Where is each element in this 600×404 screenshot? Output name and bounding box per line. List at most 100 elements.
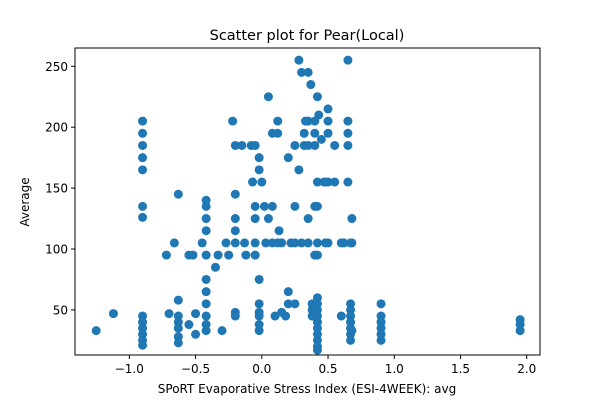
scatter-point — [299, 128, 309, 138]
scatter-point — [290, 238, 300, 248]
scatter-point — [230, 311, 240, 321]
scatter-point — [343, 177, 353, 187]
scatter-point — [343, 55, 353, 65]
scatter-point — [330, 177, 340, 187]
scatter-point — [316, 134, 326, 144]
x-axis-label: SPoRT Evaporative Stress Index (ESI-4WEE… — [158, 382, 456, 396]
scatter-point — [303, 140, 313, 150]
scatter-point — [303, 116, 313, 126]
scatter-point — [230, 140, 240, 150]
scatter-point — [138, 212, 148, 222]
y-tick-label: 250 — [45, 60, 68, 74]
scatter-point — [213, 250, 223, 260]
scatter-point — [330, 140, 340, 150]
scatter-point — [323, 128, 333, 138]
scatter-point — [347, 214, 357, 224]
x-tick-label: 0.0 — [252, 362, 271, 376]
scatter-point — [515, 326, 525, 336]
scatter-point — [347, 238, 357, 248]
scatter-point — [376, 299, 386, 309]
scatter-point — [290, 140, 300, 150]
scatter-point — [323, 104, 333, 114]
scatter-point — [283, 287, 293, 297]
x-tick-label: 2.0 — [517, 362, 536, 376]
scatter-point — [347, 326, 357, 336]
y-axis-ticks: 50 100 150 200 250 — [45, 60, 75, 317]
x-tick-label: −1.0 — [115, 362, 144, 376]
scatter-point — [161, 250, 171, 260]
scatter-point — [250, 214, 260, 224]
scatter-point — [173, 295, 183, 305]
scatter-point — [169, 238, 179, 248]
scatter-point — [312, 238, 322, 248]
scatter-point — [259, 201, 269, 211]
scatter-point — [294, 55, 304, 65]
y-tick-label: 150 — [45, 182, 68, 196]
scatter-point — [267, 201, 277, 211]
scatter-point — [312, 201, 322, 211]
scatter-point — [312, 345, 322, 355]
scatter-point — [257, 177, 267, 187]
scatter-point — [250, 250, 260, 260]
scatter-point — [346, 335, 356, 345]
scatter-point — [283, 299, 293, 309]
scatter-point — [273, 128, 283, 138]
scatter-point — [91, 326, 101, 336]
scatter-point — [339, 238, 349, 248]
scatter-point — [224, 250, 234, 260]
scatter-point — [312, 92, 322, 102]
scatter-point — [294, 165, 304, 175]
scatter-point — [336, 311, 346, 321]
chart-title: Scatter plot for Pear(Local) — [210, 28, 405, 44]
scatter-point — [250, 238, 260, 248]
scatter-point — [306, 80, 316, 90]
scatter-point — [138, 340, 148, 350]
scatter-point — [343, 128, 353, 138]
scatter-point — [254, 165, 264, 175]
scatter-point — [201, 250, 211, 260]
scatter-point — [297, 67, 307, 77]
scatter-point — [241, 250, 251, 260]
scatter-point — [237, 140, 247, 150]
scatter-point — [230, 189, 240, 199]
scatter-point — [201, 274, 211, 284]
scatter-point — [230, 238, 240, 248]
scatter-point — [201, 214, 211, 224]
y-tick-label: 50 — [53, 303, 68, 317]
scatter-point — [184, 320, 194, 330]
scatter-point — [290, 299, 300, 309]
scatter-point — [250, 201, 260, 211]
scatter-point — [274, 226, 284, 236]
scatter-point — [310, 140, 320, 150]
scatter-point — [343, 140, 353, 150]
scatter-point — [201, 311, 211, 321]
x-tick-label: −0.5 — [181, 362, 210, 376]
y-axis-label: Average — [18, 177, 32, 226]
scatter-point — [323, 238, 333, 248]
scatter-point — [164, 309, 174, 319]
scatter-point — [254, 326, 264, 336]
scatter-point — [188, 250, 198, 260]
scatter-point — [201, 287, 211, 297]
scatter-point — [281, 311, 291, 321]
scatter-point — [263, 92, 273, 102]
scatter-point — [250, 140, 260, 150]
scatter-point — [323, 116, 333, 126]
scatter-point — [173, 338, 183, 348]
scatter-point — [108, 309, 118, 319]
scatter-point — [138, 140, 148, 150]
scatter-point — [254, 299, 264, 309]
scatter-point — [248, 177, 258, 187]
scatter-point — [303, 67, 313, 77]
scatter-point — [303, 214, 313, 224]
scatter-point — [254, 153, 264, 163]
y-tick-label: 100 — [45, 243, 68, 257]
x-tick-label: 1.0 — [385, 362, 404, 376]
scatter-point — [230, 214, 240, 224]
scatter-point — [270, 311, 280, 321]
scatter-point — [201, 299, 211, 309]
scatter-point — [228, 116, 238, 126]
scatter-point — [254, 311, 264, 321]
